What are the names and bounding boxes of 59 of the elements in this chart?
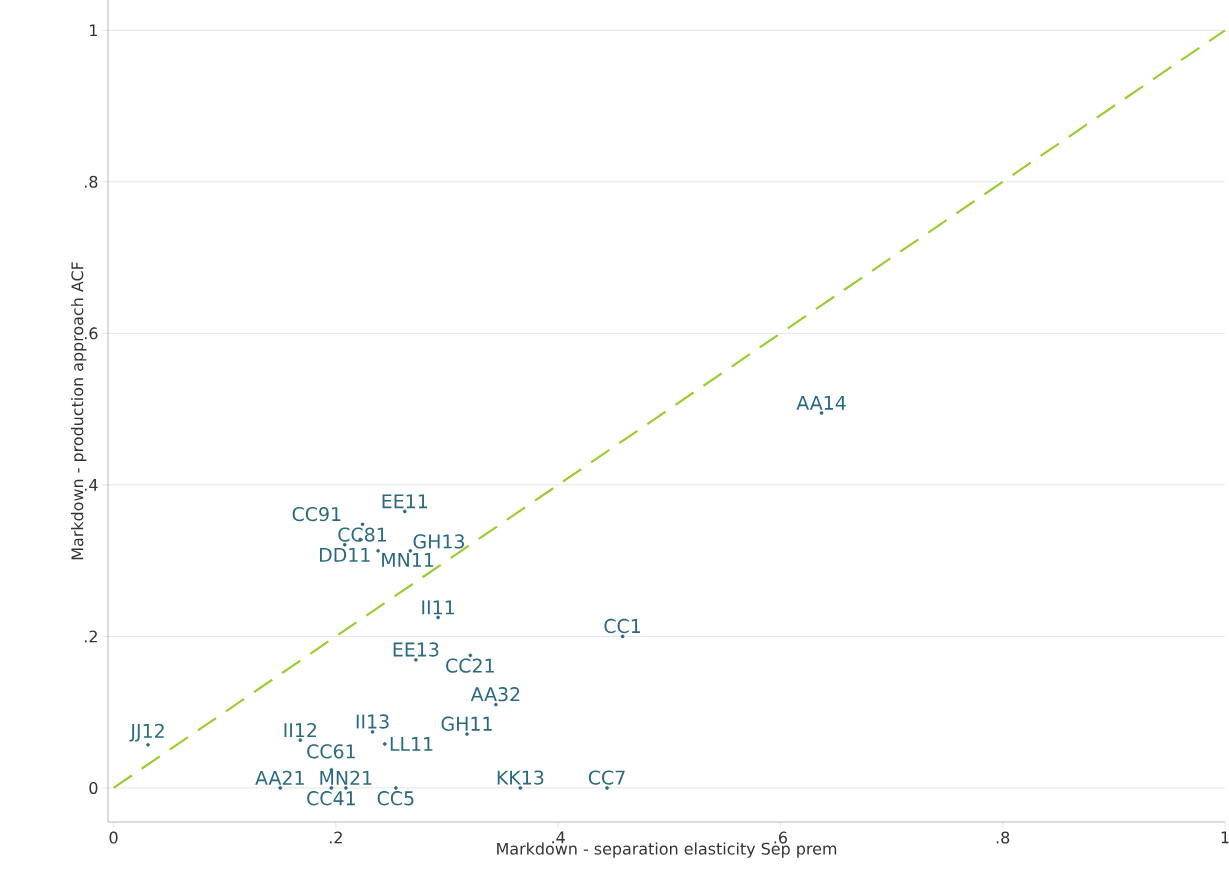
point [298,738,303,742]
y-tick-label: .2 [84,630,97,643]
point [414,658,418,662]
point [468,653,473,658]
point [436,615,440,620]
point [494,702,498,707]
data-label: GH13 [413,534,464,549]
data-label: DD11 [319,547,370,562]
data-label: GH11 [441,716,492,731]
y-tick-label: .6 [84,327,98,340]
point [146,742,150,747]
data-label: AA32 [470,687,520,702]
point [370,730,375,734]
x-tick-label: .8 [996,831,1010,844]
data-label: CC7 [588,770,625,785]
point [518,786,523,790]
point [360,522,365,527]
y-tick-label: .8 [84,175,98,188]
point [344,786,348,790]
point [408,548,413,553]
point [376,548,380,553]
point [394,786,398,790]
y-tick-label: 0 [89,781,98,794]
point [605,786,609,790]
x-tick-label: .2 [329,831,342,844]
data-label: II13 [356,714,389,729]
point [278,786,283,790]
data-label: II12 [284,722,316,737]
data-label: CC81 [338,527,387,542]
x-tick-label: 0 [109,831,118,844]
data-label: CC91 [292,506,341,522]
x-tick-label: 1 [1221,831,1229,844]
data-label: AA14 [796,395,846,410]
data-label: MN21 [320,770,372,785]
point [620,634,625,639]
point [402,509,407,514]
data-label: CC1 [604,618,641,634]
data-label: AA21 [255,770,304,785]
y-tick-label: .4 [84,479,98,491]
data-label: CC41 [307,791,355,806]
x-axis-title: Markdown - separation elasticity Sep prem [497,842,837,858]
x-tick-label: .6 [774,831,788,844]
data-label: CC61 [307,744,355,759]
data-label: CC5 [377,791,414,806]
data-label: II11 [422,600,454,615]
x-tick-label: .4 [552,831,565,844]
point [382,742,387,746]
point [465,732,469,736]
data-label: LL11 [390,737,433,751]
y-tick-label: 1 [90,24,98,37]
data-label: MN11 [382,552,434,567]
data-label: EE11 [382,494,428,509]
point [342,542,347,547]
data-label: JJ12 [129,723,164,742]
data-label: KK13 [497,770,544,785]
point [819,411,824,415]
data-label: EE13 [393,642,439,657]
point [329,786,334,790]
data-label: CC21 [446,658,494,673]
